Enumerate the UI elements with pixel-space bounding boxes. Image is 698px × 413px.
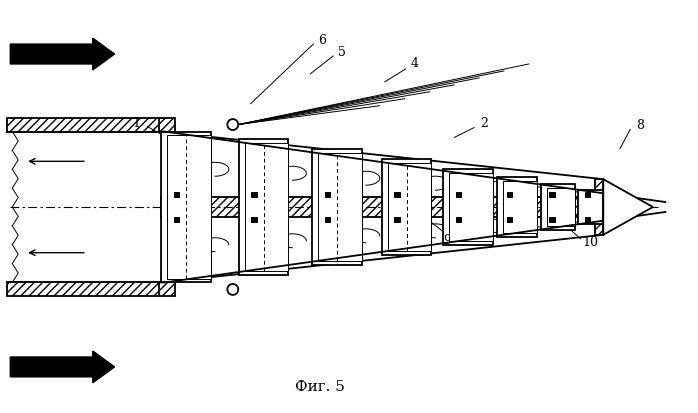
Text: 8: 8 xyxy=(636,119,644,132)
Bar xyxy=(174,192,179,197)
Bar xyxy=(251,217,257,222)
Bar xyxy=(497,177,537,237)
Bar xyxy=(325,192,330,197)
Bar xyxy=(585,192,590,197)
Text: 1: 1 xyxy=(133,117,140,130)
Bar xyxy=(547,188,575,226)
Bar xyxy=(394,217,400,222)
Bar xyxy=(161,197,603,217)
Bar xyxy=(585,217,590,222)
FancyArrow shape xyxy=(10,38,114,70)
Bar xyxy=(503,181,537,233)
Text: 6: 6 xyxy=(318,33,326,47)
Bar xyxy=(579,190,603,224)
Text: 2: 2 xyxy=(480,117,488,130)
Bar xyxy=(7,282,161,297)
Bar xyxy=(443,169,493,245)
Bar xyxy=(161,197,603,217)
Bar xyxy=(325,217,330,222)
Bar xyxy=(507,217,512,222)
Text: 10: 10 xyxy=(582,236,598,249)
FancyArrow shape xyxy=(10,351,114,383)
Bar xyxy=(312,150,362,265)
Bar xyxy=(541,184,575,230)
Circle shape xyxy=(228,119,238,130)
Bar xyxy=(7,118,161,131)
Bar xyxy=(595,179,603,235)
Text: 9: 9 xyxy=(443,234,452,247)
Bar xyxy=(507,192,512,197)
Text: 4: 4 xyxy=(410,57,419,71)
Text: Фиг. 5: Фиг. 5 xyxy=(295,380,345,394)
Bar xyxy=(549,217,555,222)
Circle shape xyxy=(228,284,238,295)
Bar xyxy=(456,217,461,222)
Bar xyxy=(168,135,211,278)
Bar xyxy=(245,143,288,271)
Bar xyxy=(159,118,175,131)
Bar xyxy=(450,173,493,241)
Bar xyxy=(161,131,211,282)
Bar xyxy=(549,192,555,197)
Bar xyxy=(387,163,431,251)
Polygon shape xyxy=(603,179,653,235)
Bar xyxy=(595,179,603,235)
Bar xyxy=(318,153,362,261)
Bar xyxy=(174,217,179,222)
Text: 5: 5 xyxy=(338,45,346,59)
Bar xyxy=(394,192,400,197)
Bar xyxy=(159,282,175,297)
Bar xyxy=(382,159,431,255)
Bar xyxy=(7,282,161,297)
Bar xyxy=(159,282,175,297)
Bar xyxy=(7,118,161,131)
Bar xyxy=(251,192,257,197)
Bar xyxy=(159,118,175,131)
Bar xyxy=(239,140,288,275)
Bar xyxy=(456,192,461,197)
